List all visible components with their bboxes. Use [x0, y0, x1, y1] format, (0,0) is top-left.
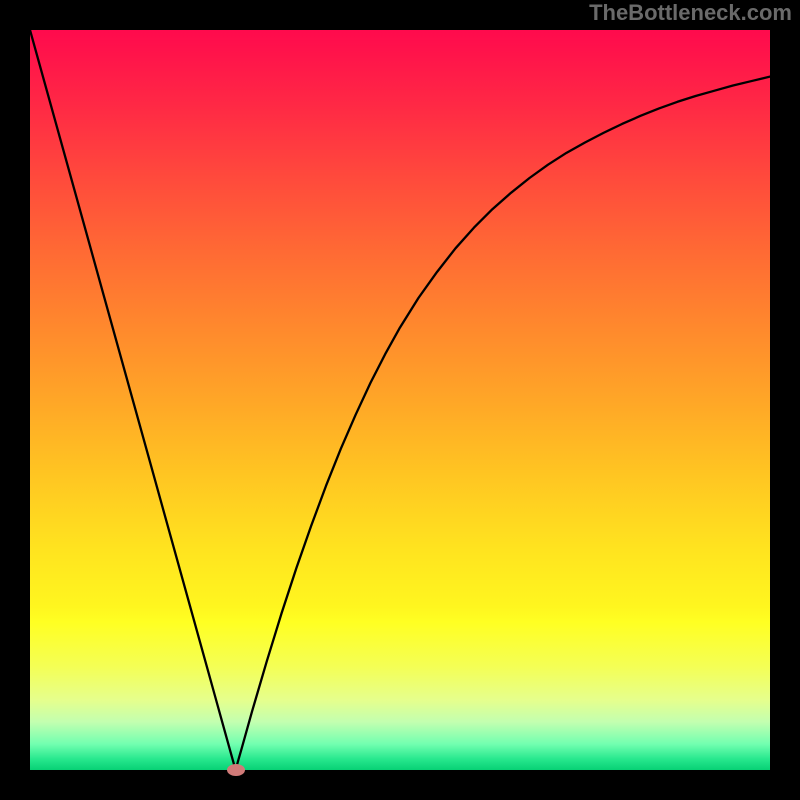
watermark-text: TheBottleneck.com: [589, 0, 792, 26]
bottleneck-curve-plot: [30, 30, 770, 770]
optimal-point-marker: [227, 764, 245, 776]
chart-frame: TheBottleneck.com: [0, 0, 800, 800]
plot-background: [30, 30, 770, 770]
